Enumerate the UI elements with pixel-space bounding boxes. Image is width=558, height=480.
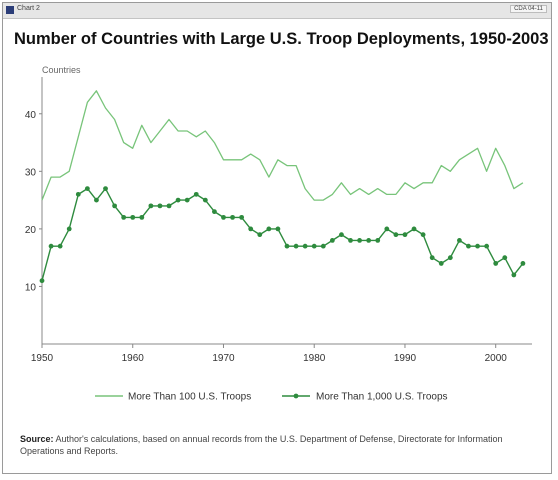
window-tab-label: Chart 2 (17, 5, 40, 12)
series-2-point (302, 243, 308, 249)
series-2-point (166, 203, 172, 209)
series-2-point (320, 243, 326, 249)
series-2-point (402, 232, 408, 238)
series-2-point (221, 214, 226, 220)
series-2-point (193, 191, 199, 197)
legend-label-2: More Than 1,000 U.S. Troops (316, 392, 448, 403)
series-2-point (94, 197, 99, 203)
series-2-point (420, 232, 426, 238)
line-chart: Countries 10 20 30 40 1950 1960 1970 1980 1990 200… (25, 65, 532, 403)
series-2-point (438, 261, 444, 266)
y-tick-label: 40 (25, 110, 37, 121)
series-2-point (293, 243, 299, 249)
x-tick-label: 1960 (122, 353, 145, 364)
y-tick-label: 30 (25, 167, 37, 178)
series-2-point (184, 197, 190, 203)
series-2-point (48, 243, 54, 249)
chart-frame: Chart 2 CDA 04-11 (2, 2, 552, 474)
series-2-point (112, 203, 117, 209)
y-axis-label: Countries (42, 65, 81, 75)
series-2-point (447, 255, 453, 261)
series-2-point (39, 278, 45, 284)
series-2-point (275, 226, 281, 232)
series-2-point (248, 226, 254, 232)
series-line-2 (41, 187, 524, 281)
x-tick-label: 1980 (303, 353, 326, 364)
series-2-point (130, 214, 136, 220)
x-tick-label: 1970 (212, 353, 235, 364)
series-2-point (384, 226, 390, 232)
legend-label-1: More Than 100 U.S. Troops (128, 392, 251, 403)
series-2-point (357, 238, 362, 243)
source-text: Author's calculations, based on annual r… (20, 434, 503, 456)
series-2-point (311, 243, 317, 249)
series-2-point (239, 214, 245, 220)
series-2-point (266, 226, 272, 232)
series-2-point (175, 197, 181, 203)
series-2-point (411, 226, 417, 232)
series-2-point (457, 238, 462, 243)
series-2-point (493, 261, 499, 266)
series-2-point (84, 186, 90, 192)
series-2-point (466, 243, 471, 249)
x-tick-label: 1950 (31, 353, 54, 364)
series-2-point (230, 214, 235, 220)
series-2-point (475, 243, 480, 249)
series-2-point (66, 226, 72, 232)
series-2-point (157, 203, 163, 209)
series-2-point (284, 243, 290, 249)
series-2-point (121, 214, 127, 220)
source-note: Source: Author's calculations, based on … (20, 433, 540, 457)
y-tick-label: 10 (25, 282, 37, 293)
series-2-point (366, 238, 372, 243)
series-2-point (348, 238, 353, 243)
series-2-point (511, 272, 517, 278)
document-code: CDA 04-11 (510, 5, 547, 13)
series-2-point (502, 255, 508, 261)
series-2-point (329, 238, 335, 243)
series-2-point (257, 232, 263, 238)
series-2-point (139, 214, 145, 220)
series-line-1 (41, 90, 524, 201)
series-2-point (339, 232, 344, 238)
x-tick-label: 2000 (485, 353, 508, 364)
legend-marker-2 (293, 393, 299, 399)
series-2-point (212, 209, 217, 215)
series-2-point (393, 232, 399, 238)
series-2-point (57, 243, 63, 249)
series-2-point (375, 238, 381, 243)
chart-title: Number of Countries with Large U.S. Troo… (14, 30, 549, 48)
source-label: Source: (20, 434, 54, 444)
series-2-point (202, 197, 208, 203)
series-2-point (484, 243, 490, 249)
flag-icon (6, 6, 14, 14)
y-tick-label: 20 (25, 225, 37, 236)
x-tick-label: 1990 (394, 353, 417, 364)
series-2-point (103, 186, 108, 192)
window-bar: Chart 2 CDA 04-11 (3, 3, 551, 19)
series-2-point (148, 203, 154, 209)
series-2-point (429, 255, 435, 261)
series-2-point (520, 261, 526, 266)
series-2-point (75, 191, 81, 197)
